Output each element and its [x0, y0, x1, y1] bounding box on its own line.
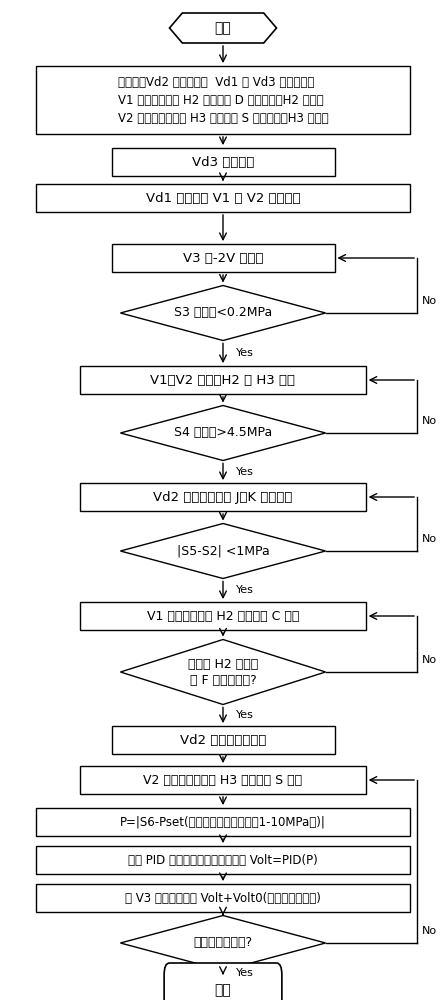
- Text: Vd1 失电，通 V1 和 V2 操作气源: Vd1 失电，通 V1 和 V2 操作气源: [146, 192, 300, 205]
- Bar: [80, 766, 366, 794]
- Text: S3 压力值<0.2MPa: S3 压力值<0.2MPa: [174, 306, 272, 320]
- Text: 切断阀 H2 全开指
示 F 信号为真吗?: 切断阀 H2 全开指 示 F 信号为真吗?: [188, 658, 258, 687]
- Text: V1、V2 失电，H2 和 H3 关闭: V1、V2 失电，H2 和 H3 关闭: [150, 373, 296, 386]
- Text: P=|S6-Pset(总调压阀压力设定值（1-10MPa）)|: P=|S6-Pset(总调压阀压力设定值（1-10MPa）)|: [120, 815, 326, 828]
- Text: No: No: [421, 655, 437, 665]
- Bar: [112, 726, 334, 754]
- Text: Yes: Yes: [236, 585, 254, 595]
- Bar: [36, 184, 410, 212]
- Bar: [80, 483, 366, 511]
- Text: 向 V3 输入控制电压 Volt+Volt0(电液伺服阀零偏): 向 V3 输入控制电压 Volt+Volt0(电液伺服阀零偏): [125, 892, 321, 904]
- Polygon shape: [120, 286, 326, 340]
- Text: No: No: [421, 926, 437, 936]
- Text: 经过 PID 调节控制器计算输出电压 Volt=PID(P): 经过 PID 调节控制器计算输出电压 Volt=PID(P): [128, 854, 318, 866]
- Text: 初始化：Vd2 失电关闭，  Vd1 和 Vd3 失电开启，
V1 失电，切断阀 H2 的压紧舱 D 充气压紧，H2 关闭；
V2 失电，总调压阀 H3 的压紧: 初始化：Vd2 失电关闭， Vd1 和 Vd3 失电开启， V1 失电，切断阀 …: [118, 76, 328, 124]
- Text: 执行关闭指令吗?: 执行关闭指令吗?: [194, 936, 252, 949]
- Text: Vd3 得电关闭: Vd3 得电关闭: [192, 155, 254, 168]
- Bar: [112, 148, 334, 176]
- Text: Vd2 得电开启，向 J、K 充开衡气: Vd2 得电开启，向 J、K 充开衡气: [153, 490, 293, 504]
- Text: Yes: Yes: [236, 968, 254, 978]
- Bar: [36, 66, 410, 134]
- Text: Yes: Yes: [236, 710, 254, 720]
- Text: V3 给-2V 电信号: V3 给-2V 电信号: [183, 251, 263, 264]
- Text: No: No: [421, 296, 437, 306]
- Text: S4 压力值>4.5MPa: S4 压力值>4.5MPa: [174, 426, 272, 440]
- Text: 开始: 开始: [215, 21, 231, 35]
- Text: Vd2 失电，断平衡气: Vd2 失电，断平衡气: [180, 734, 266, 746]
- Bar: [36, 846, 410, 874]
- Bar: [36, 808, 410, 836]
- Text: No: No: [421, 534, 437, 544]
- Bar: [80, 602, 366, 630]
- Text: V1 得电，切断阀 H2 的开启舱 C 充气: V1 得电，切断阀 H2 的开启舱 C 充气: [147, 609, 299, 622]
- Polygon shape: [120, 524, 326, 578]
- Bar: [80, 366, 366, 394]
- Text: 结束: 结束: [215, 983, 231, 997]
- Text: |S5-S2| <1MPa: |S5-S2| <1MPa: [177, 544, 269, 558]
- FancyBboxPatch shape: [164, 963, 282, 1000]
- Polygon shape: [169, 13, 277, 43]
- Polygon shape: [120, 406, 326, 460]
- Text: No: No: [421, 416, 437, 426]
- Bar: [112, 244, 334, 272]
- Text: Yes: Yes: [236, 467, 254, 477]
- Polygon shape: [120, 640, 326, 704]
- Polygon shape: [120, 916, 326, 970]
- Bar: [36, 884, 410, 912]
- Text: Yes: Yes: [236, 348, 254, 358]
- Text: V2 得电，总调压阀 H3 的压紧舱 S 放气: V2 得电，总调压阀 H3 的压紧舱 S 放气: [144, 774, 302, 786]
